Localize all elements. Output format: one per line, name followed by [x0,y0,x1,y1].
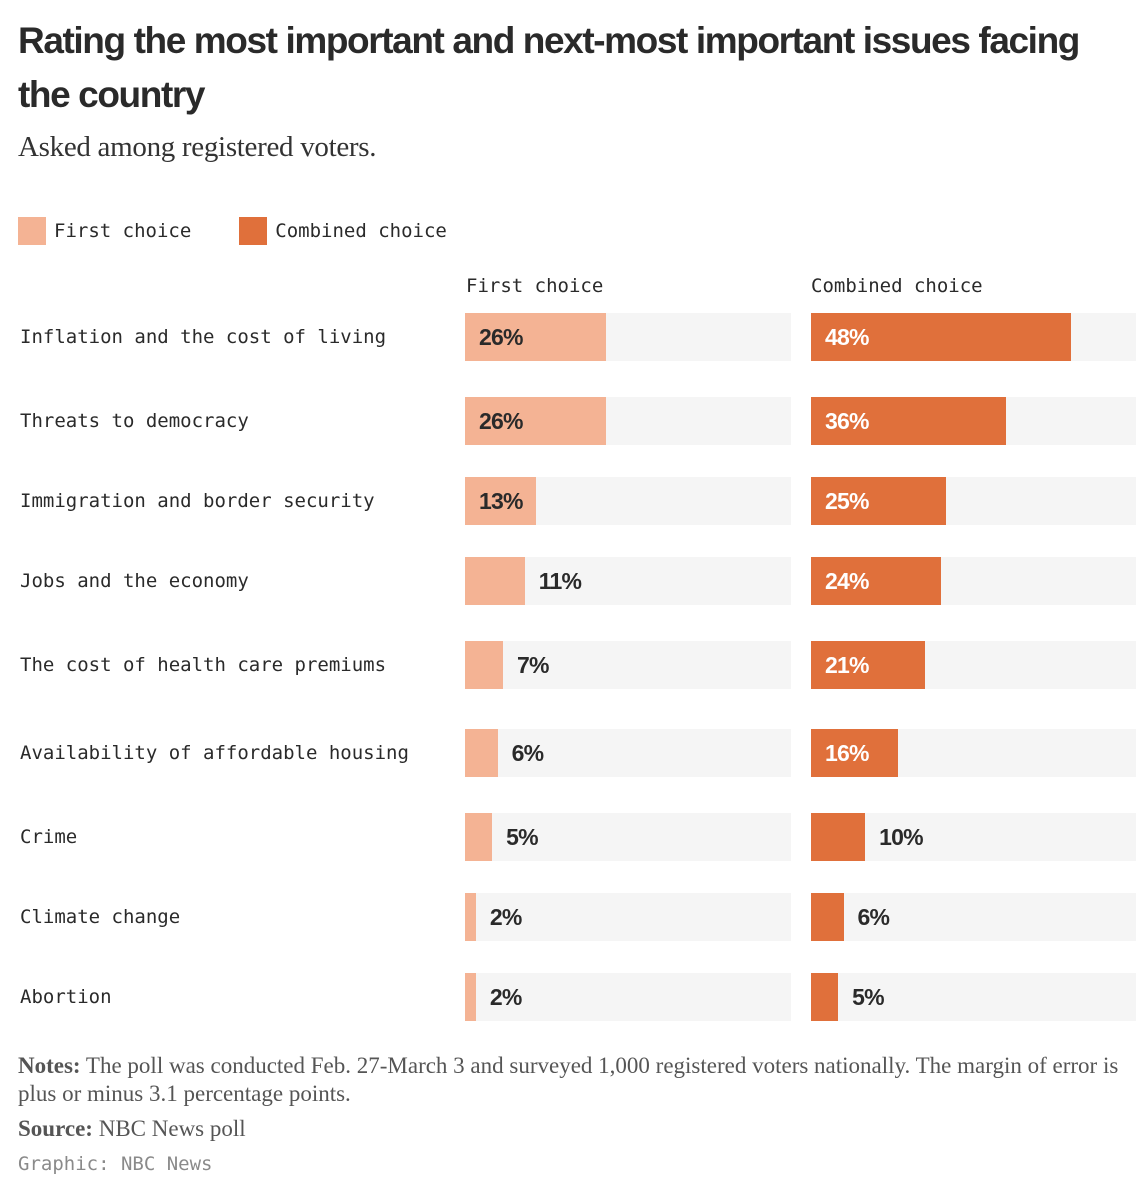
bar-track-first-choice-immigration-and-border-security: 13% [465,477,791,525]
bar-first-choice-immigration-and-border-security [465,477,536,525]
bar-track-first-choice-threats-to-democracy: 26% [465,397,791,445]
legend-swatch-first-choice [18,217,46,245]
row-label-availability-of-affordable-housing: Availability of affordable housing [20,725,450,781]
bar-value-first-choice-availability-of-affordable-housing: 6% [511,740,544,766]
bar-first-choice-abortion [465,973,476,1021]
bar-combined-choice-abortion [811,973,839,1021]
bar-first-choice-crime [465,813,493,861]
bar-value-combined-choice-the-cost-of-health-care-premiums: 21% [825,652,869,678]
row-label-text: Availability of affordable housing [20,742,409,764]
bar-track-combined-choice-availability-of-affordable-housing: 16% [811,729,1136,777]
row-label-abortion: Abortion [20,969,450,1025]
bar-value-combined-choice-immigration-and-border-security: 25% [825,488,869,514]
bar-combined-choice-threats-to-democracy [811,397,1006,445]
bar-value-first-choice-immigration-and-border-security: 13% [479,488,523,514]
bar-value-first-choice-the-cost-of-health-care-premiums: 7% [517,652,549,678]
chart-notes: Notes: The poll was conducted Feb. 27-Ma… [18,1052,1128,1108]
row-label-the-cost-of-health-care-premiums: The cost of health care premiums [20,637,450,693]
bar-first-choice-the-cost-of-health-care-premiums [465,641,504,689]
bar-track-first-choice-climate-change: 2% [465,893,791,941]
row-label-text: The cost of health care premiums [20,654,387,676]
legend-label-first-choice: First choice [54,220,192,242]
source-text: NBC News poll [92,1116,246,1141]
source-label: Source: [18,1116,93,1141]
legend-item-first-choice: First choice [18,217,191,245]
bar-combined-choice-climate-change [811,893,844,941]
chart-subtitle: Asked among registered voters. [18,131,377,163]
bar-value-combined-choice-jobs-and-the-economy: 24% [825,568,869,594]
bar-track-first-choice-availability-of-affordable-housing: 6% [465,729,791,777]
row-label-crime: Crime [20,809,450,865]
notes-text: The poll was conducted Feb. 27-March 3 a… [18,1053,1119,1106]
bar-track-first-choice-abortion: 2% [465,973,791,1021]
bar-track-combined-choice-the-cost-of-health-care-premiums: 21% [811,641,1136,689]
bar-value-first-choice-threats-to-democracy: 26% [479,408,523,434]
bar-value-combined-choice-inflation-and-the-cost-of-living: 48% [825,324,869,350]
row-label-threats-to-democracy: Threats to democracy [20,393,450,449]
row-label-text: Jobs and the economy [20,570,249,592]
chart-source: Source: NBC News poll [18,1115,246,1143]
bar-value-first-choice-inflation-and-the-cost-of-living: 26% [479,324,523,350]
bar-track-combined-choice-crime: 10% [811,813,1136,861]
bar-value-combined-choice-climate-change: 6% [857,904,890,930]
bar-combined-choice-immigration-and-border-security [811,477,947,525]
row-label-jobs-and-the-economy: Jobs and the economy [20,553,450,609]
bar-track-combined-choice-jobs-and-the-economy: 24% [811,557,1136,605]
bar-track-first-choice-the-cost-of-health-care-premiums: 7% [465,641,791,689]
bar-value-combined-choice-abortion: 5% [852,984,884,1010]
graphic-credit: Graphic: NBC News [18,1153,213,1175]
bar-first-choice-threats-to-democracy [465,397,607,445]
bar-value-first-choice-climate-change: 2% [489,904,522,930]
bar-combined-choice-jobs-and-the-economy [811,557,941,605]
row-label-immigration-and-border-security: Immigration and border security [20,473,450,529]
row-label-text: Climate change [20,906,181,928]
row-label-text: Threats to democracy [20,410,249,432]
row-label-text: Inflation and the cost of living [20,326,387,348]
legend: First choice Combined choice [18,217,495,245]
bar-combined-choice-inflation-and-the-cost-of-living [811,313,1071,361]
bar-track-combined-choice-inflation-and-the-cost-of-living: 48% [811,313,1136,361]
bar-first-choice-inflation-and-the-cost-of-living [465,313,607,361]
bar-value-first-choice-crime: 5% [506,824,538,850]
row-label-text: Immigration and border security [20,490,375,512]
bar-value-combined-choice-threats-to-democracy: 36% [825,408,869,434]
row-label-climate-change: Climate change [20,889,450,945]
legend-swatch-combined-choice [239,217,268,245]
bar-combined-choice-availability-of-affordable-housing [811,729,898,777]
bar-value-first-choice-jobs-and-the-economy: 11% [538,568,582,594]
bar-first-choice-climate-change [465,893,476,941]
column-header-first-choice: First choice [466,275,604,297]
row-label-text: Abortion [20,986,112,1008]
bar-track-combined-choice-abortion: 5% [811,973,1136,1021]
chart-title: Rating the most important and next-most … [18,20,1080,115]
bar-track-combined-choice-threats-to-democracy: 36% [811,397,1136,445]
bar-value-combined-choice-availability-of-affordable-housing: 16% [825,740,869,766]
bar-combined-choice-crime [811,813,866,861]
row-label-inflation-and-the-cost-of-living: Inflation and the cost of living [20,309,450,365]
legend-label-combined-choice: Combined choice [275,220,447,242]
bar-first-choice-jobs-and-the-economy [465,557,525,605]
bar-first-choice-availability-of-affordable-housing [465,729,498,777]
bar-track-combined-choice-immigration-and-border-security: 25% [811,477,1136,525]
bar-track-combined-choice-climate-change: 6% [811,893,1136,941]
bar-track-first-choice-crime: 5% [465,813,791,861]
bar-track-first-choice-jobs-and-the-economy: 11% [465,557,791,605]
bar-value-first-choice-abortion: 2% [489,984,522,1010]
notes-label: Notes: [18,1053,81,1078]
row-label-text: Crime [20,826,78,848]
legend-item-combined-choice: Combined choice [239,217,447,245]
bar-track-first-choice-inflation-and-the-cost-of-living: 26% [465,313,791,361]
bar-combined-choice-the-cost-of-health-care-premiums [811,641,925,689]
bar-value-combined-choice-crime: 10% [879,824,923,850]
column-header-combined-choice: Combined choice [811,275,983,297]
